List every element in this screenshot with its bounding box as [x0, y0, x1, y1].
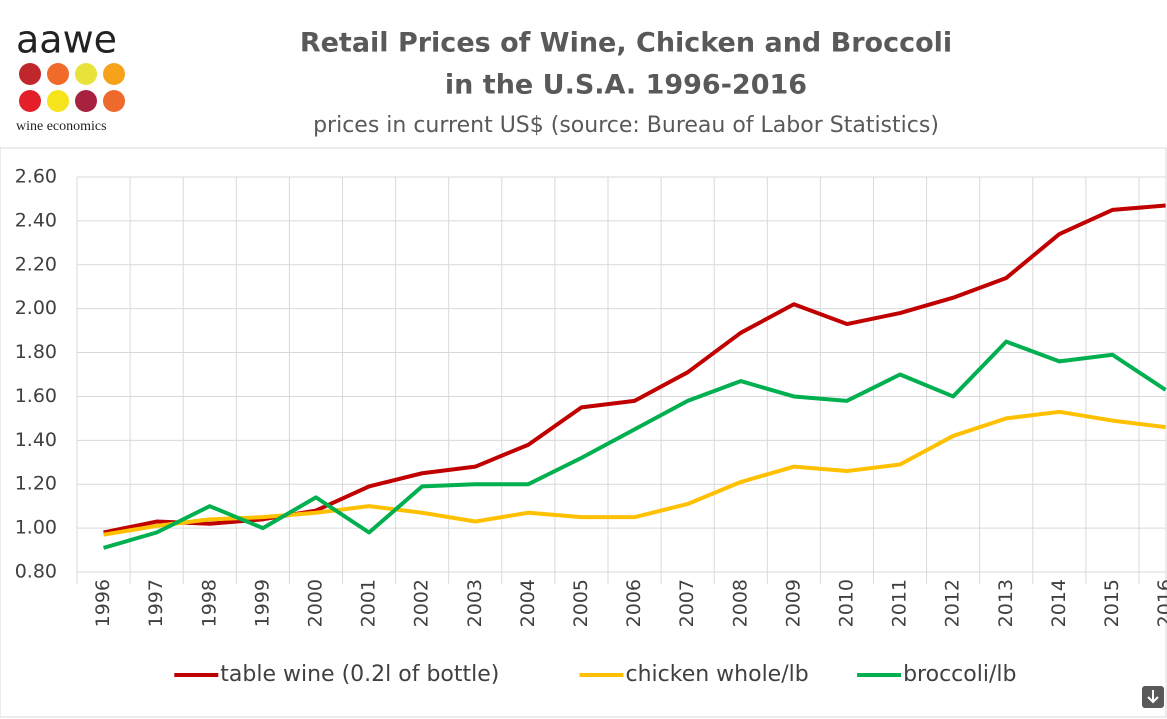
chart-title: Retail Prices of Wine, Chicken and Brocc…	[300, 28, 952, 59]
download-icon[interactable]	[1142, 686, 1164, 708]
x-tick-label: 2015	[1101, 579, 1123, 627]
chart-subtitle: prices in current US$ (source: Bureau of…	[313, 113, 939, 138]
x-tick-label: 2016	[1154, 579, 1167, 627]
y-tick-label: 1.60	[15, 385, 57, 407]
x-tick-label: 2011	[889, 579, 911, 627]
logo-tagline: wine economics	[16, 119, 107, 134]
x-tick-label: 2008	[729, 579, 751, 627]
y-tick-label: 2.40	[15, 209, 57, 231]
logo-text: aawe	[16, 18, 117, 62]
chart-title: in the U.S.A. 1996-2016	[445, 70, 807, 101]
x-tick-label: 2003	[464, 579, 486, 627]
legend-label: chicken whole/lb	[626, 662, 809, 687]
y-tick-label: 1.00	[15, 517, 57, 539]
x-tick-label: 2002	[411, 579, 433, 627]
chart-border	[0, 147, 1167, 718]
x-tick-label: 2012	[942, 579, 964, 627]
x-tick-label: 2007	[676, 579, 698, 627]
legend-label: table wine (0.2l of bottle)	[220, 662, 499, 687]
x-tick-label: 1999	[251, 579, 273, 627]
data-line	[102, 339, 1167, 550]
x-tick-label: 2010	[835, 579, 857, 627]
y-tick-label: 1.20	[15, 473, 57, 495]
x-tick-label: 2013	[995, 579, 1017, 627]
x-tick-label: 1996	[92, 579, 114, 627]
y-tick-label: 1.80	[15, 341, 57, 363]
data-line	[103, 203, 1166, 535]
x-tick-label: 2001	[358, 579, 380, 627]
y-tick-label: 1.40	[15, 429, 57, 451]
y-tick-label: 2.20	[15, 253, 57, 275]
x-tick-label: 1998	[198, 579, 220, 627]
x-tick-label: 1997	[145, 579, 167, 627]
x-tick-label: 2006	[623, 579, 645, 627]
x-tick-label: 2005	[570, 579, 592, 627]
y-tick-label: 2.60	[15, 166, 57, 188]
x-tick-label: 2009	[782, 579, 804, 627]
x-tick-label: 2000	[304, 579, 326, 627]
x-tick-label: 2004	[517, 579, 539, 627]
logo: aawe wine economics	[16, 18, 125, 134]
x-tick-label: 2014	[1048, 579, 1070, 627]
y-tick-label: 2.00	[15, 297, 57, 319]
y-tick-label: 0.80	[15, 561, 57, 583]
legend-label: broccoli/lb	[903, 662, 1016, 687]
